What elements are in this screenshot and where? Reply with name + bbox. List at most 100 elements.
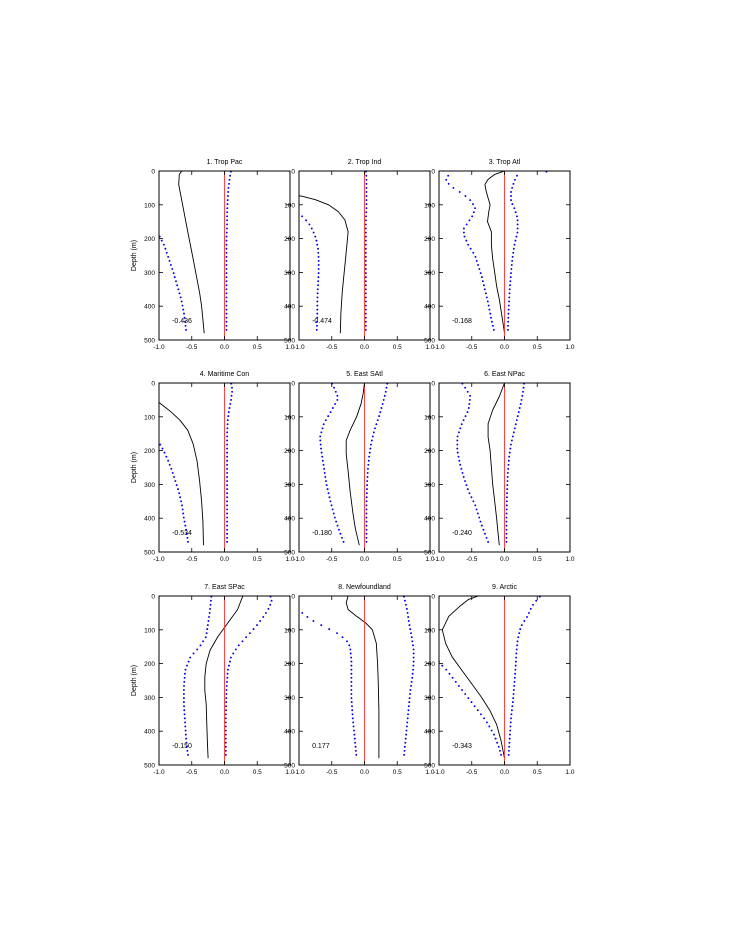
dot-marker [487, 304, 490, 307]
series-group [456, 383, 526, 552]
correlation-line [345, 383, 365, 546]
dot-marker [385, 386, 388, 389]
dot-marker [368, 455, 371, 458]
dot-marker [355, 753, 358, 756]
dot-marker [225, 308, 228, 311]
dot-marker [316, 292, 319, 295]
x-tick-label: -1.0 [153, 344, 165, 351]
dot-marker [514, 672, 517, 675]
x-tick-label: -0.5 [466, 344, 478, 351]
dot-marker [226, 223, 229, 226]
dot-marker [189, 656, 192, 659]
dot-marker [226, 227, 228, 230]
dot-marker [229, 403, 232, 405]
dot-marker [462, 227, 465, 230]
dot-marker [510, 199, 512, 202]
dot-marker [509, 725, 512, 728]
dot-marker [516, 227, 519, 230]
dot-marker [319, 439, 322, 442]
correlation-value: -0.180 [312, 530, 332, 537]
x-tick-label: 1.0 [285, 556, 294, 563]
dot-marker [535, 599, 538, 602]
dot-marker [372, 431, 375, 434]
dot-marker [480, 276, 483, 279]
dot-marker [337, 528, 340, 531]
dot-marker [505, 500, 508, 503]
dot-marker [484, 532, 486, 535]
dot-marker [365, 178, 368, 181]
dot-marker [365, 528, 368, 531]
dot-marker [341, 536, 343, 539]
dot-marker [224, 749, 227, 752]
panel-title: 4. Maritime Con [200, 371, 250, 378]
dot-marker [321, 459, 324, 462]
dot-marker [185, 745, 188, 748]
dot-marker [466, 488, 469, 491]
dot-marker [168, 463, 171, 466]
dot-marker [508, 451, 511, 454]
dot-marker [364, 284, 367, 287]
dot-marker [512, 251, 515, 254]
dot-marker [224, 737, 227, 740]
dot-marker [227, 191, 230, 193]
dot-marker [508, 745, 511, 748]
dot-marker [435, 657, 437, 659]
dot-marker [510, 717, 512, 720]
dot-marker [456, 447, 459, 450]
dot-marker [182, 689, 185, 691]
dot-marker [364, 280, 367, 283]
y-tick-label: 0 [151, 594, 155, 601]
y-tick-label: 0 [431, 594, 435, 601]
dot-marker [516, 415, 519, 418]
dot-marker [316, 308, 319, 311]
dot-marker [510, 195, 512, 197]
dot-marker [225, 235, 228, 238]
dot-marker [454, 680, 457, 683]
x-tick-label: 0.0 [220, 344, 229, 351]
dot-marker [512, 431, 515, 434]
dot-marker [226, 443, 229, 446]
dot-marker [506, 488, 509, 491]
y-tick-label: 200 [144, 448, 155, 455]
dot-marker [464, 415, 467, 418]
dot-marker [365, 516, 368, 519]
dot-marker [507, 459, 510, 462]
dot-marker [225, 231, 228, 234]
y-tick-label: 400 [284, 516, 295, 523]
x-tick-label: 0.0 [500, 344, 509, 351]
dot-marker [316, 316, 319, 319]
dot-marker [228, 182, 230, 185]
dot-marker [365, 203, 368, 206]
x-tick-label: -0.5 [466, 769, 478, 776]
dot-marker [330, 504, 333, 507]
dot-marker [187, 753, 189, 756]
dot-marker [351, 713, 354, 716]
dot-marker [350, 660, 353, 663]
dot-marker [507, 308, 510, 311]
dot-marker [184, 668, 187, 671]
dot-marker [186, 664, 188, 667]
dot-marker [225, 268, 228, 270]
dot-marker [264, 611, 267, 614]
dot-marker [226, 488, 229, 491]
dot-marker [226, 207, 229, 210]
dot-marker [184, 725, 187, 728]
x-tick-label: 0.5 [253, 556, 262, 563]
dot-marker [505, 516, 508, 519]
dot-marker [511, 203, 514, 206]
dot-marker [171, 471, 174, 474]
dot-marker [350, 701, 353, 704]
dot-marker [184, 729, 187, 732]
x-tick-label: -1.0 [293, 769, 305, 776]
dot-marker [505, 528, 508, 531]
dot-marker [209, 599, 212, 602]
dot-marker [510, 439, 513, 442]
dot-marker [487, 540, 490, 543]
dot-marker [226, 476, 229, 478]
dot-marker [186, 749, 189, 752]
correlation-line [159, 401, 204, 546]
x-tick-label: 0.0 [220, 556, 229, 563]
y-tick-label: 400 [144, 304, 155, 311]
